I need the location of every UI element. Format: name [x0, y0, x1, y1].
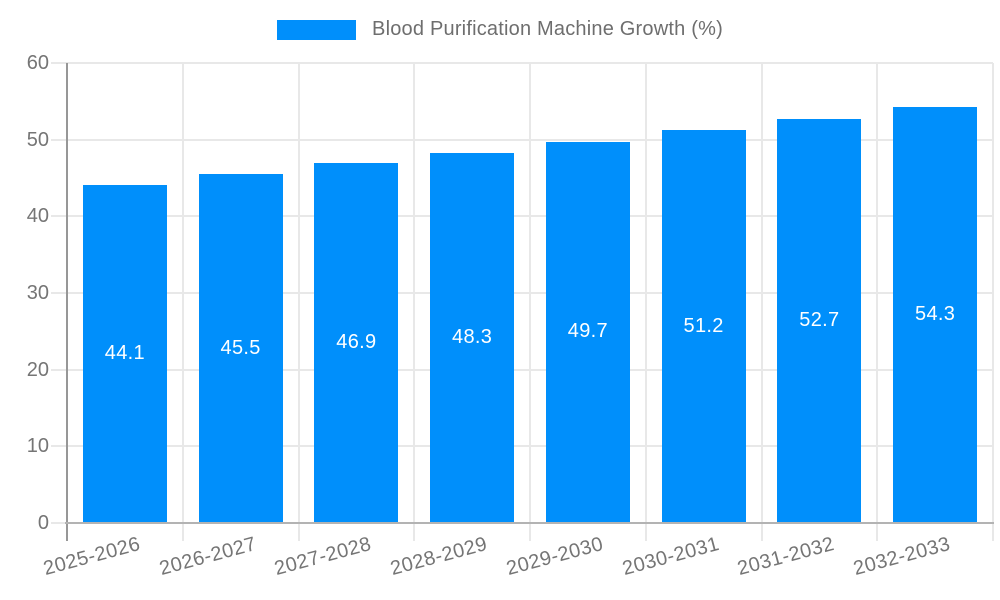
y-axis-tick-label: 60	[26, 52, 49, 74]
bar-value-label: 48.3	[452, 325, 493, 348]
bar-2028-2029[interactable]: 48.3	[430, 152, 515, 522]
gridline-vertical	[297, 63, 300, 541]
x-axis-tick-label: 2029-2030	[504, 533, 606, 580]
bar-2027-2028[interactable]: 46.9	[314, 163, 399, 522]
bar-value-label: 44.1	[104, 341, 145, 364]
bar-value-label: 51.2	[683, 314, 724, 337]
gridline-horizontal	[51, 138, 993, 141]
x-axis-tick-label: 2031-2032	[735, 533, 838, 580]
y-axis-tick-label: 10	[26, 435, 49, 458]
bar-value-label: 46.9	[336, 331, 377, 354]
gridline-vertical	[760, 63, 763, 541]
gridline-vertical	[644, 63, 647, 541]
bar-value-label: 45.5	[220, 336, 261, 359]
bar-2031-2032[interactable]: 52.7	[777, 118, 862, 522]
bar-value-label: 54.3	[915, 302, 956, 325]
x-axis-tick-label: 2028-2029	[388, 533, 490, 580]
x-axis-line	[65, 522, 994, 524]
gridline-horizontal	[51, 292, 993, 294]
bar-2032-2033[interactable]: 54.3	[893, 106, 978, 522]
y-axis-line	[65, 63, 68, 541]
bar-value-label: 52.7	[799, 308, 840, 331]
x-axis-tick-label: 2030-2031	[619, 533, 722, 580]
bar-2030-2031[interactable]: 51.2	[661, 130, 746, 522]
x-axis-tick-label: 2032-2033	[851, 533, 953, 580]
bar-2029-2030[interactable]: 49.7	[545, 141, 630, 522]
x-axis-tick-label: 2027-2028	[272, 533, 375, 580]
gridline-vertical	[876, 63, 879, 541]
bar-2025-2026[interactable]: 44.1	[82, 184, 167, 522]
legend-item[interactable]: Blood Purification Machine Growth (%)	[0, 18, 1000, 41]
y-axis-tick-label: 30	[26, 282, 49, 304]
x-axis-tick-label: 2026-2027	[156, 533, 259, 580]
gridline-vertical	[413, 63, 416, 541]
x-axis-tick-label: 2025-2026	[41, 533, 143, 580]
y-axis-tick-label: 50	[26, 128, 49, 151]
bar-value-label: 49.7	[567, 320, 608, 343]
gridline-vertical	[181, 63, 184, 541]
gridline-vertical	[992, 63, 994, 541]
legend-color-swatch	[277, 19, 357, 40]
gridline-horizontal	[51, 368, 993, 371]
y-axis-tick-label: 20	[26, 358, 49, 381]
bar-2026-2027[interactable]: 45.5	[198, 174, 283, 522]
y-axis-tick-label: 0	[37, 512, 49, 534]
legend-label: Blood Purification Machine Growth (%)	[372, 18, 723, 40]
gridline-horizontal	[51, 62, 993, 64]
gridline-vertical	[529, 63, 531, 541]
gridline-horizontal	[51, 215, 993, 218]
gridline-horizontal	[51, 445, 993, 448]
y-axis-tick-label: 40	[26, 205, 49, 228]
